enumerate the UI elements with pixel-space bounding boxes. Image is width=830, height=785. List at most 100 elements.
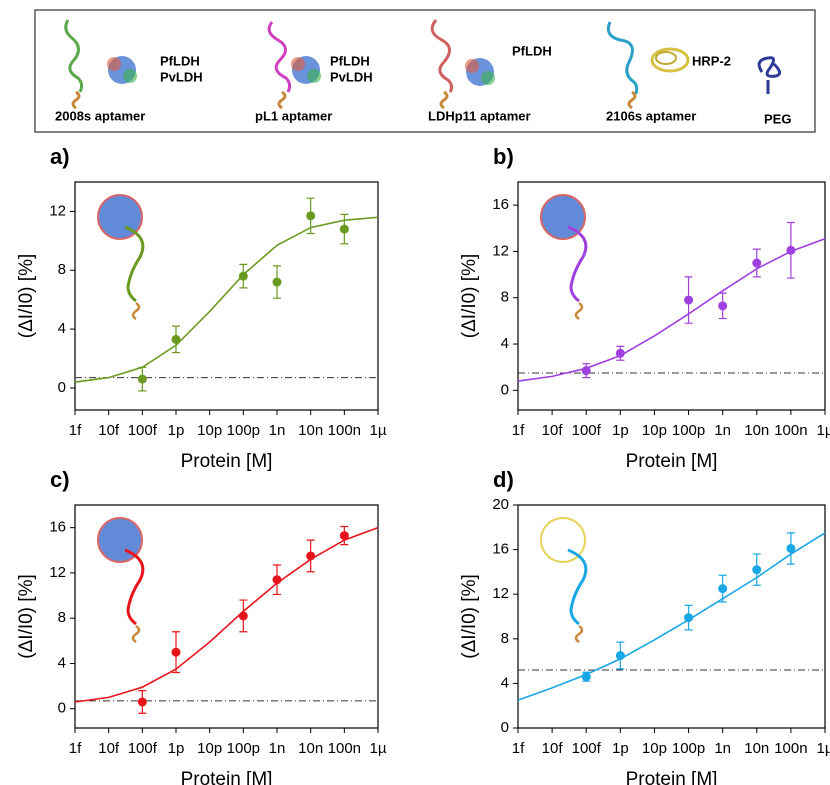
y-tick-label: 4 (501, 674, 509, 691)
x-tick-label: 10f (542, 422, 564, 439)
data-point (718, 301, 728, 311)
item-name: 2008s aptamer (55, 108, 145, 123)
x-tick-label: 1p (612, 740, 629, 757)
data-point (272, 575, 282, 585)
plot-frame (517, 181, 826, 411)
item-name: PEG (764, 111, 791, 126)
x-tick-label: 10p (197, 422, 222, 439)
data-point (684, 613, 694, 623)
inset-linker (574, 624, 584, 644)
y-tick-label: 12 (49, 564, 66, 581)
x-tick-label: 1µ (817, 422, 830, 439)
chart: b) 0 4 8 12 16 1f 10f 100f 1p 10p 100p 1n 10n 100n 1µ Pr… (459, 144, 830, 472)
x-tick-label: 100p (672, 740, 705, 757)
x-tick-label: 1p (612, 422, 629, 439)
inset-protein (97, 517, 143, 563)
x-axis-title: Protein [M] (626, 769, 718, 785)
y-axis-title: (ΔI/I0) [%] (459, 254, 480, 338)
plot-frame (74, 181, 379, 411)
inset-aptamer (124, 548, 145, 626)
x-tick-label: 1n (269, 740, 286, 757)
fit-curve (517, 237, 826, 382)
x-tick-label: 100p (227, 740, 260, 757)
inset-aptamer (567, 548, 588, 626)
x-tick-label: 10p (197, 740, 222, 757)
x-tick-label: 100f (572, 740, 602, 757)
y-tick-label: 20 (492, 496, 509, 513)
data-point (306, 551, 316, 561)
x-tick-label: 100p (672, 422, 705, 439)
x-tick-label: 100n (328, 422, 361, 439)
data-point (238, 271, 248, 281)
data-point (786, 543, 796, 553)
x-tick-label: 1f (69, 740, 82, 757)
x-tick-label: 100n (774, 740, 807, 757)
y-tick-label: 8 (58, 261, 66, 278)
panel-label: d) (493, 467, 514, 492)
x-tick-label: 10n (298, 422, 323, 439)
item-name: 2106s aptamer (606, 108, 696, 123)
chart: c) 0 4 8 12 16 1f 10f 100f 1p 10p 100p 1n 10n 100n 1µ Pr… (16, 467, 387, 785)
y-tick-label: 8 (501, 289, 509, 306)
item-target: PvLDH (330, 69, 373, 84)
y-tick-label: 16 (492, 541, 509, 558)
y-axis-title: (ΔI/I0) [%] (16, 254, 37, 338)
plot-frame (74, 504, 379, 729)
inset-icon (540, 194, 588, 321)
x-tick-label: 10n (744, 422, 769, 439)
x-tick-label: 1µ (817, 740, 830, 757)
linker-icon (627, 90, 637, 110)
x-tick-label: 10f (542, 740, 564, 757)
x-tick-label: 1f (69, 422, 82, 439)
fit-curve (74, 216, 379, 383)
data-point (786, 245, 796, 255)
panel-label: c) (50, 467, 70, 492)
data-point (684, 295, 694, 305)
data-point (171, 647, 181, 657)
y-tick-label: 8 (58, 609, 66, 626)
header-panel (34, 9, 816, 133)
y-axis-title: (ΔI/I0) [%] (16, 574, 37, 658)
item-target: PfLDH (512, 43, 552, 58)
y-tick-label: 8 (501, 630, 509, 647)
inset-linker (574, 301, 584, 321)
y-tick-label: 0 (501, 381, 509, 398)
item-target: PvLDH (160, 69, 203, 84)
y-tick-label: 4 (58, 654, 66, 671)
data-point (752, 258, 762, 268)
inset-protein (540, 517, 586, 563)
protein-icon (465, 58, 495, 86)
y-tick-label: 16 (49, 519, 66, 536)
header-frame (34, 9, 816, 133)
x-tick-label: 100f (572, 422, 602, 439)
y-tick-label: 0 (501, 719, 509, 736)
x-tick-label: 10p (642, 740, 667, 757)
inset-aptamer (124, 225, 145, 303)
x-axis-title: Protein [M] (626, 451, 718, 472)
aptamer-icon (267, 21, 292, 93)
data-point (238, 611, 248, 621)
data-point (137, 374, 147, 384)
linker-icon (439, 90, 449, 110)
panel-label: a) (50, 144, 70, 169)
fit-curve (517, 532, 826, 701)
data-point (581, 366, 591, 376)
protein-icon (291, 56, 321, 84)
x-tick-label: 1f (512, 740, 525, 757)
x-tick-label: 100f (128, 740, 158, 757)
item-name: pL1 aptamer (255, 108, 332, 123)
x-tick-label: 10p (642, 422, 667, 439)
aptamer-icon (430, 19, 454, 93)
inset-linker (131, 301, 141, 321)
inset-aptamer (567, 225, 588, 303)
data-point (306, 211, 316, 221)
y-tick-label: 12 (49, 202, 66, 219)
protein-icon (107, 56, 137, 84)
item-target: HRP-2 (692, 53, 731, 68)
x-tick-label: 1µ (370, 740, 387, 757)
inset-protein (97, 194, 143, 240)
panel-label: b) (493, 144, 514, 169)
chart: d) 0 4 8 12 16 20 1f 10f 100f 1p 10p 100p 1n 10n 100n 1µ… (459, 467, 830, 785)
x-tick-label: 1n (714, 740, 731, 757)
